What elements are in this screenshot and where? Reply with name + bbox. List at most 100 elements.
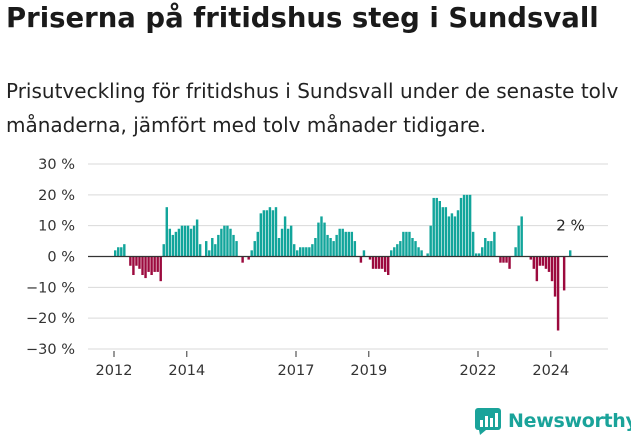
bar [135,256,138,266]
bar [180,225,184,257]
bar [371,256,375,269]
bar [538,256,542,266]
bar [198,244,202,257]
bar [541,256,545,266]
bar [468,194,472,257]
newsworthy-logo: Newsworthy [474,406,631,436]
bar [129,256,132,266]
bar [414,241,417,257]
bar [444,207,448,257]
bar [380,256,384,269]
y-tick-label: 10 % [38,219,75,235]
bar [508,256,511,269]
y-tick-label: 20 % [38,188,75,204]
y-tick-label: 30 % [38,157,75,173]
bar [314,238,317,257]
bar [214,244,217,257]
bar [223,225,226,257]
bar [502,256,505,263]
bar [259,213,263,257]
bar [189,228,193,257]
bars [114,194,572,331]
bar [211,238,214,257]
bar [292,244,296,257]
bar [487,241,490,257]
bar [532,256,536,269]
bar [535,256,539,282]
bar [268,207,272,257]
bar [505,256,508,263]
bar [195,219,199,257]
bar [277,238,281,257]
bar [171,234,175,257]
bar [432,197,435,257]
y-axis-ticks: 30 % 20 % 10 % 0 % −10 % −20 % −30 % [26,157,75,358]
bar [141,256,144,275]
bar [435,197,438,257]
bar [359,256,363,263]
annotations: 2 % [556,216,585,234]
bar [417,247,420,257]
bar [420,250,423,257]
page-subtitle: Prisutveckling för fritidshus i Sundsval… [6,79,619,137]
bar [462,194,466,257]
bar [138,256,141,269]
bar [220,228,223,257]
bar [280,228,284,257]
bar [438,201,441,257]
page-title: Priserna på fritidshus steg i Sundsvall [6,2,599,34]
bar [150,256,153,275]
bar [262,210,266,257]
bar [411,238,414,257]
bar [353,241,357,257]
bar [265,210,269,257]
last-value-label: 2 % [556,216,585,234]
x-tick-label: 2014 [168,363,205,379]
bar [347,231,350,257]
bar [286,228,290,257]
x-tick-label: 2019 [350,363,387,379]
bar [226,225,229,257]
bar [456,210,460,257]
bar [289,225,293,257]
bar [550,256,554,282]
bar [183,225,187,257]
bar [405,231,408,257]
bar [332,241,335,257]
bar [241,256,244,263]
bar [426,253,429,257]
bar [229,228,232,257]
bar [478,253,481,257]
brand-name: Newsworthy [508,410,631,432]
bar [481,247,484,257]
bar [165,207,168,257]
bar [256,231,259,257]
bar [429,225,432,257]
bar [159,256,162,282]
y-tick-label: −20 % [26,311,75,327]
bar [514,247,517,257]
bar [569,250,572,257]
bar [547,256,551,272]
bar [350,231,354,257]
bar [132,256,135,275]
bar [271,210,275,257]
bar [177,228,181,257]
bar [408,231,411,257]
bar [393,247,396,257]
x-tick-label: 2012 [96,363,133,379]
bar [320,216,323,257]
bar [147,256,150,272]
bar [441,207,445,257]
bar [368,256,372,260]
bar [453,216,457,257]
bar [162,244,165,257]
bar [247,256,250,260]
bar [450,213,454,257]
bar [168,228,172,257]
bar [317,222,320,257]
bar [311,244,314,257]
bar [490,241,493,257]
bar [153,256,156,272]
